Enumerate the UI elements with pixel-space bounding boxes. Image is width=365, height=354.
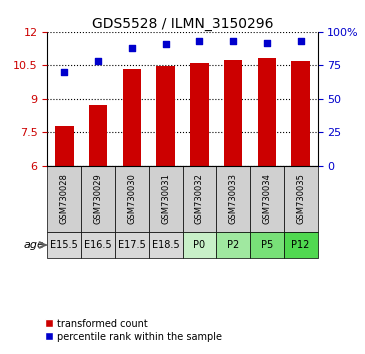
Bar (258, 58, 276, 166)
Text: E18.5: E18.5 (152, 240, 180, 250)
Bar (47, 166, 81, 232)
Text: E16.5: E16.5 (84, 240, 112, 250)
Point (61, 69, 67, 75)
Bar (284, 166, 318, 232)
Point (264, 40, 270, 45)
Bar (47, 232, 81, 258)
Text: GSM730032: GSM730032 (195, 173, 204, 224)
Text: P5: P5 (261, 240, 273, 250)
Text: GSM730031: GSM730031 (161, 173, 170, 224)
Text: GSM730033: GSM730033 (228, 173, 238, 224)
Text: GSM730030: GSM730030 (127, 173, 137, 224)
Point (196, 39, 202, 44)
Point (129, 45, 135, 51)
Text: GSM730035: GSM730035 (296, 173, 305, 224)
Bar (123, 69, 141, 166)
Bar (149, 166, 182, 232)
Bar (250, 232, 284, 258)
Text: P0: P0 (193, 240, 205, 250)
Title: GDS5528 / ILMN_3150296: GDS5528 / ILMN_3150296 (92, 17, 273, 31)
Text: GSM730029: GSM730029 (93, 173, 103, 224)
Text: E17.5: E17.5 (118, 240, 146, 250)
Point (230, 39, 236, 44)
Text: GSM730028: GSM730028 (60, 173, 69, 224)
Bar (284, 232, 318, 258)
Bar (81, 232, 115, 258)
Bar (291, 61, 310, 166)
Bar (216, 232, 250, 258)
Bar (149, 232, 182, 258)
Text: GSM730034: GSM730034 (262, 173, 272, 224)
Text: E15.5: E15.5 (50, 240, 78, 250)
Bar (182, 232, 216, 258)
Text: P12: P12 (292, 240, 310, 250)
Text: age: age (24, 240, 45, 250)
Point (95, 58, 101, 64)
Bar (156, 66, 175, 166)
Bar (89, 104, 107, 166)
Legend: transformed count, percentile rank within the sample: transformed count, percentile rank withi… (41, 315, 226, 346)
Bar (115, 232, 149, 258)
Bar (224, 61, 242, 166)
Point (298, 39, 304, 44)
Point (163, 41, 169, 47)
Bar (81, 166, 115, 232)
Bar (55, 126, 74, 166)
Bar (216, 166, 250, 232)
Bar (182, 166, 216, 232)
Bar (190, 63, 209, 166)
Bar (115, 166, 149, 232)
Text: P2: P2 (227, 240, 239, 250)
Bar (250, 166, 284, 232)
